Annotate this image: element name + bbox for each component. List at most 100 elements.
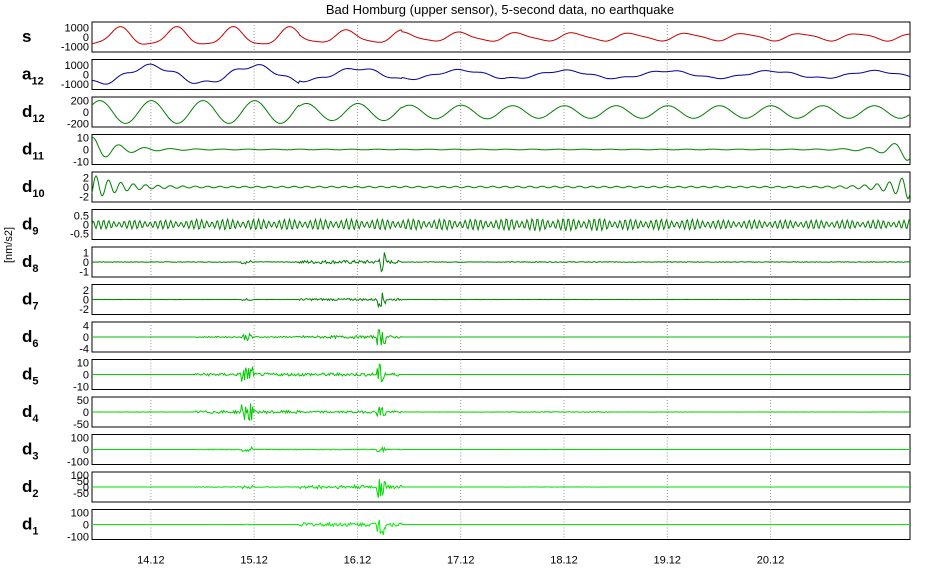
panel-label: d10	[22, 177, 45, 200]
panel-label: s	[22, 27, 31, 46]
y-tick-label: 0	[83, 370, 89, 382]
y-tick-label: 50	[77, 476, 89, 488]
panel-d5: d5 100-10	[22, 358, 911, 393]
panel-label-sub: 3	[32, 451, 38, 463]
y-tick-label: -100	[67, 531, 89, 543]
panel-d3: d3 1000-100	[22, 433, 911, 468]
panel-label-sub: 9	[32, 226, 38, 238]
y-tick-label: 0	[83, 107, 89, 119]
x-tick-label: 14.12	[137, 555, 165, 567]
y-tick-label: -2	[79, 304, 89, 316]
y-tick-label: 0.5	[74, 211, 89, 223]
panel-label: d4	[22, 402, 39, 425]
y-tick-label: 0	[83, 32, 89, 44]
y-tick-label: 0	[83, 145, 89, 157]
panel-label: d12	[22, 102, 45, 125]
series-line	[91, 217, 911, 233]
x-tick-label: 18.12	[550, 555, 578, 567]
panel-label: d3	[22, 440, 39, 463]
y-tick-label: 2	[83, 173, 89, 185]
panel-d6: d6 40-4	[22, 321, 911, 355]
y-tick-label: 4	[83, 321, 89, 333]
series-line	[92, 479, 910, 499]
panel-label-sub: 2	[32, 488, 38, 500]
y-tick-label: -200	[67, 118, 89, 130]
y-tick-label: 100	[71, 433, 89, 445]
panel-label-sub: 1	[32, 526, 38, 538]
series-line	[92, 403, 911, 422]
series-line	[92, 363, 910, 383]
panel-label: d2	[22, 477, 39, 500]
series-line	[91, 100, 911, 124]
y-tick-label: -50	[73, 488, 89, 500]
x-tick-label: 20.12	[757, 555, 785, 567]
panel-label: d6	[22, 327, 39, 350]
y-tick-label: -10	[73, 381, 89, 393]
y-tick-label: 100	[71, 508, 89, 520]
panel-label: d8	[22, 252, 39, 275]
x-tick-label: 15.12	[240, 555, 268, 567]
y-tick-label: 50	[77, 395, 89, 407]
y-tick-label: 0	[83, 332, 89, 344]
series-line	[92, 252, 910, 273]
panel-label: d1	[22, 515, 39, 538]
panel-frame	[91, 96, 911, 128]
series-line	[91, 136, 911, 161]
series-line	[91, 63, 911, 85]
y-tick-label: 2	[83, 285, 89, 297]
y-tick-label: -1000	[61, 79, 89, 91]
y-tick-label: 100	[71, 470, 89, 482]
y-tick-label: 0	[83, 70, 89, 82]
y-tick-label: -2	[79, 192, 89, 204]
panel-label: d7	[22, 290, 39, 313]
panel-label: d5	[22, 365, 39, 388]
y-tick-label: 0	[83, 295, 89, 307]
series-line	[92, 445, 910, 454]
panel-label-sub: 7	[32, 301, 38, 313]
y-tick-label: 200	[71, 96, 89, 108]
y-tick-label: 0	[83, 182, 89, 194]
y-tick-label: 1	[83, 248, 89, 260]
series-line	[92, 292, 910, 309]
y-tick-label: -4	[79, 343, 89, 355]
panel-frame	[91, 209, 911, 240]
y-tick-label: 0	[83, 407, 89, 419]
panel-label-sub: 12	[32, 113, 44, 125]
panel-label-sub: 4	[32, 413, 39, 425]
y-tick-label: -50	[73, 419, 89, 431]
x-tick-labels: 14.12 15.12 16.12 17.12 18.12 19.12 20.12	[137, 555, 784, 567]
y-tick-label: 0	[83, 257, 89, 269]
chart-title: Bad Homburg (upper sensor), 5-second dat…	[326, 2, 674, 17]
panel-label-sub: 12	[31, 76, 43, 88]
panel-d4: d4 500-50	[22, 395, 911, 431]
panel-label-sub: 6	[32, 338, 38, 350]
y-tick-label: 0	[83, 520, 89, 532]
panel-label-sub: 11	[32, 151, 44, 163]
y-tick-label: -1000	[61, 42, 89, 54]
panel-d7: d7 20-2	[22, 284, 911, 316]
y-axis-label: [nm/s2]	[3, 227, 15, 263]
y-tick-label: 0	[83, 445, 89, 457]
x-tick-label: 19.12	[654, 555, 682, 567]
y-tick-label: 1000	[65, 60, 89, 72]
x-tick-label: 16.12	[344, 555, 372, 567]
series-line	[92, 519, 910, 536]
panel-d10: d10 20-2	[22, 171, 911, 204]
panel-group: s 10000-1000a1210000-1000d122000-200d1110…	[22, 21, 911, 543]
x-tick-label: 17.12	[447, 555, 475, 567]
y-tick-label: -100	[67, 456, 89, 468]
series-line	[91, 26, 910, 45]
panel-d8: d8 10-1	[22, 246, 911, 279]
panel-frame	[91, 59, 911, 90]
panel-d9: d9 0.50-0.5	[22, 209, 911, 240]
panel-label: a12	[22, 65, 44, 88]
y-tick-label: -10	[73, 156, 89, 168]
y-tick-label: 10	[77, 358, 89, 370]
panel-d11: d11 100-10	[22, 133, 911, 168]
y-tick-label: -1	[79, 267, 89, 279]
